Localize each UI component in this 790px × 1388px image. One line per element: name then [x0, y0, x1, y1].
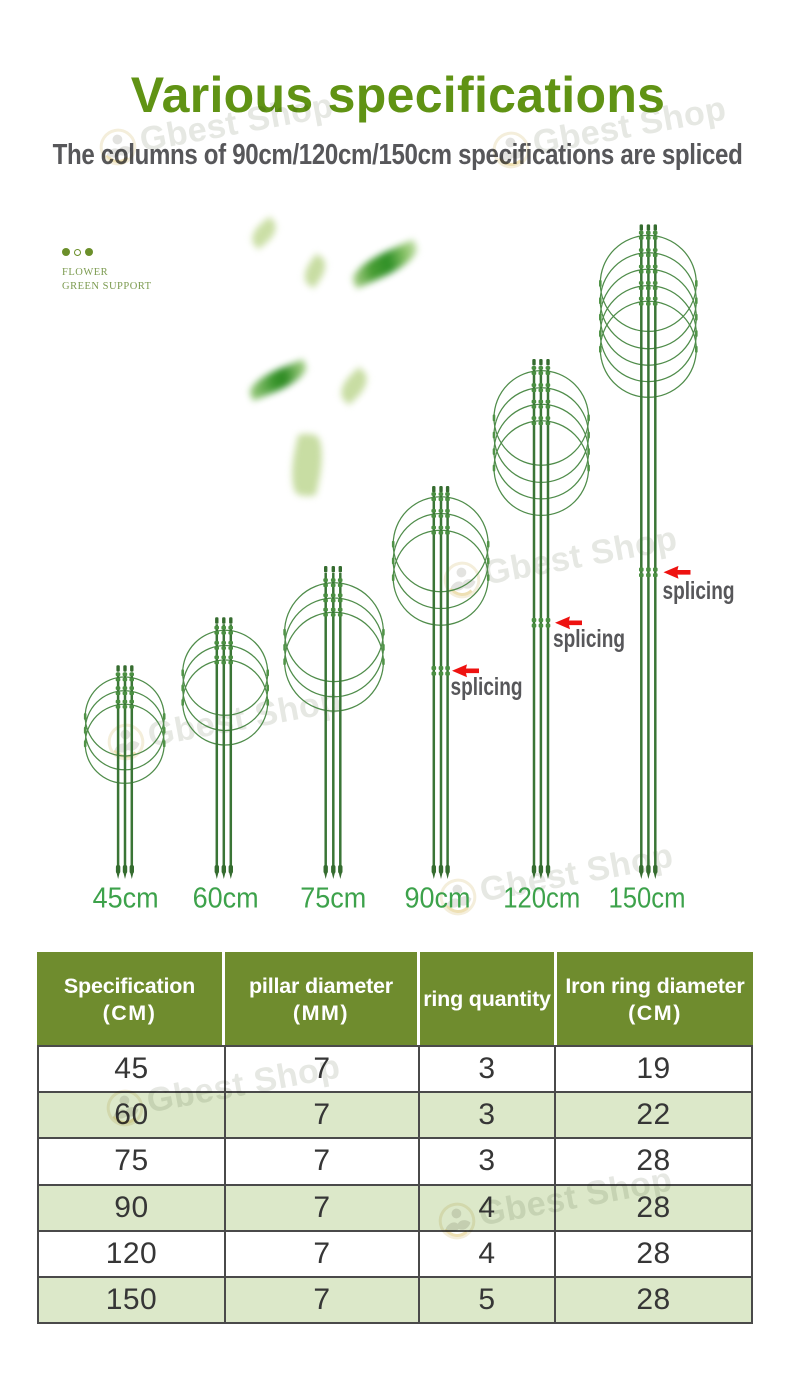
svg-text:120cm: 120cm [503, 883, 580, 915]
svg-text:45cm: 45cm [93, 883, 159, 915]
svg-text:splicing: splicing [663, 577, 735, 605]
svg-text:60cm: 60cm [193, 883, 259, 915]
svg-text:splicing: splicing [451, 673, 523, 701]
svg-text:75cm: 75cm [300, 883, 366, 915]
svg-text:90cm: 90cm [405, 883, 471, 915]
svg-text:150cm: 150cm [609, 883, 686, 915]
svg-text:splicing: splicing [553, 625, 625, 653]
